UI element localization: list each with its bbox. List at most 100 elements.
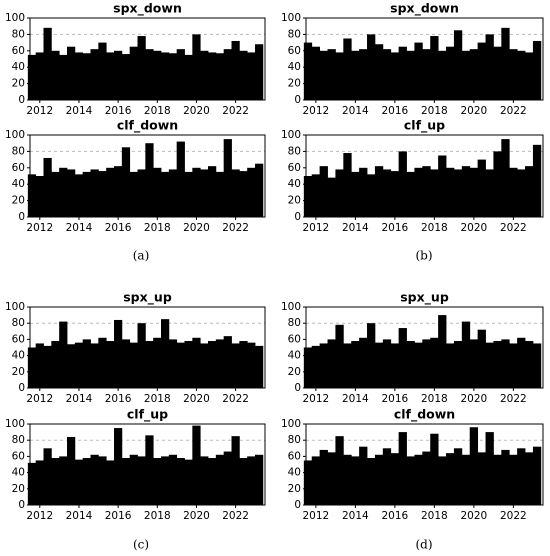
bar (153, 337, 162, 388)
bar (121, 54, 131, 100)
x-tick-label: 2014 (342, 393, 369, 405)
x-tick-label: 2020 (461, 105, 488, 117)
bar (517, 169, 526, 217)
bar (192, 34, 201, 100)
x-tick-label: 2014 (66, 105, 93, 117)
bar (390, 453, 400, 505)
bar (74, 174, 84, 217)
bar (461, 454, 471, 505)
bar (493, 151, 502, 217)
bar (367, 174, 376, 217)
bar (485, 34, 494, 100)
bar (469, 167, 479, 217)
x-tick-label: 2014 (342, 222, 369, 234)
y-tick-label: 40 (12, 61, 25, 73)
bar (303, 460, 313, 505)
x-tick-label: 2014 (66, 393, 93, 405)
bar (145, 49, 154, 100)
bar (184, 459, 193, 505)
bar (184, 341, 193, 388)
x-tick-label: 2012 (26, 510, 53, 522)
bar (311, 456, 321, 505)
bar (359, 446, 368, 505)
x-tick-label: 2018 (144, 510, 171, 522)
bar (367, 34, 376, 100)
bar (509, 343, 518, 388)
y-tick-label: 20 (12, 366, 25, 378)
y-tick-label: 100 (5, 129, 25, 141)
x-tick-label: 2018 (421, 510, 448, 522)
bar (161, 52, 170, 100)
bar (319, 166, 328, 217)
bar (129, 342, 138, 388)
bar (461, 166, 471, 217)
bar (51, 171, 60, 217)
bar (231, 169, 240, 217)
x-tick-label: 2018 (144, 222, 171, 234)
bar (509, 454, 518, 505)
bar (106, 167, 115, 217)
bar (469, 339, 479, 388)
y-tick-label: 60 (12, 450, 25, 462)
x-tick-label: 2016 (382, 222, 409, 234)
bar (90, 49, 99, 100)
bar (168, 169, 178, 217)
y-tick-label: 40 (288, 61, 301, 73)
x-tick-label: 2016 (105, 222, 132, 234)
y-tick-label: 60 (12, 45, 25, 57)
bar (453, 30, 463, 100)
bar (247, 52, 256, 100)
x-tick-label: 2018 (421, 393, 448, 405)
bar (200, 169, 209, 217)
bar (98, 171, 107, 217)
bar (153, 167, 162, 217)
x-tick-label: 2022 (222, 393, 249, 405)
bar (398, 432, 407, 505)
bar (414, 167, 423, 217)
chart-title: spx_up (123, 290, 172, 306)
bar (493, 341, 502, 388)
x-tick-label: 2012 (303, 105, 330, 117)
x-tick-label: 2018 (421, 222, 448, 234)
caption: (d) (415, 538, 432, 552)
bar (176, 49, 185, 100)
x-tick-label: 2020 (461, 393, 488, 405)
bar (303, 176, 313, 217)
bar (106, 341, 115, 388)
caption: (c) (133, 538, 149, 552)
bar (82, 53, 91, 100)
bar (319, 449, 328, 505)
bar (67, 436, 76, 505)
x-tick-label: 2012 (303, 393, 330, 405)
y-tick-label: 100 (281, 418, 301, 430)
x-tick-label: 2020 (183, 222, 210, 234)
y-tick-label: 0 (294, 382, 301, 394)
bar (247, 342, 256, 388)
plot-frame (29, 306, 266, 389)
y-tick-label: 20 (12, 483, 25, 495)
panel: clf_down 0 20 40 60 80 100 2012 2014 2016 2018 2020… (5, 118, 266, 234)
bar (67, 169, 76, 217)
y-tick-label: 60 (288, 162, 301, 174)
bar (469, 427, 479, 505)
bar (446, 343, 455, 388)
y-tick-label: 0 (294, 94, 301, 106)
y-tick-label: 20 (12, 195, 25, 207)
bar (382, 448, 392, 505)
y-tick-label: 80 (12, 317, 25, 329)
x-tick-label: 2022 (222, 105, 249, 117)
bar (493, 46, 502, 100)
x-tick-label: 2014 (342, 105, 369, 117)
bar (168, 53, 178, 100)
x-tick-label: 2022 (222, 222, 249, 234)
bar (532, 40, 542, 100)
x-tick-label: 2014 (66, 222, 93, 234)
y-tick-label: 40 (12, 467, 25, 479)
bar (59, 456, 68, 505)
bar (446, 46, 455, 100)
y-tick-label: 60 (12, 333, 25, 345)
bar (74, 459, 84, 505)
bar (382, 339, 392, 388)
bar (311, 46, 321, 100)
